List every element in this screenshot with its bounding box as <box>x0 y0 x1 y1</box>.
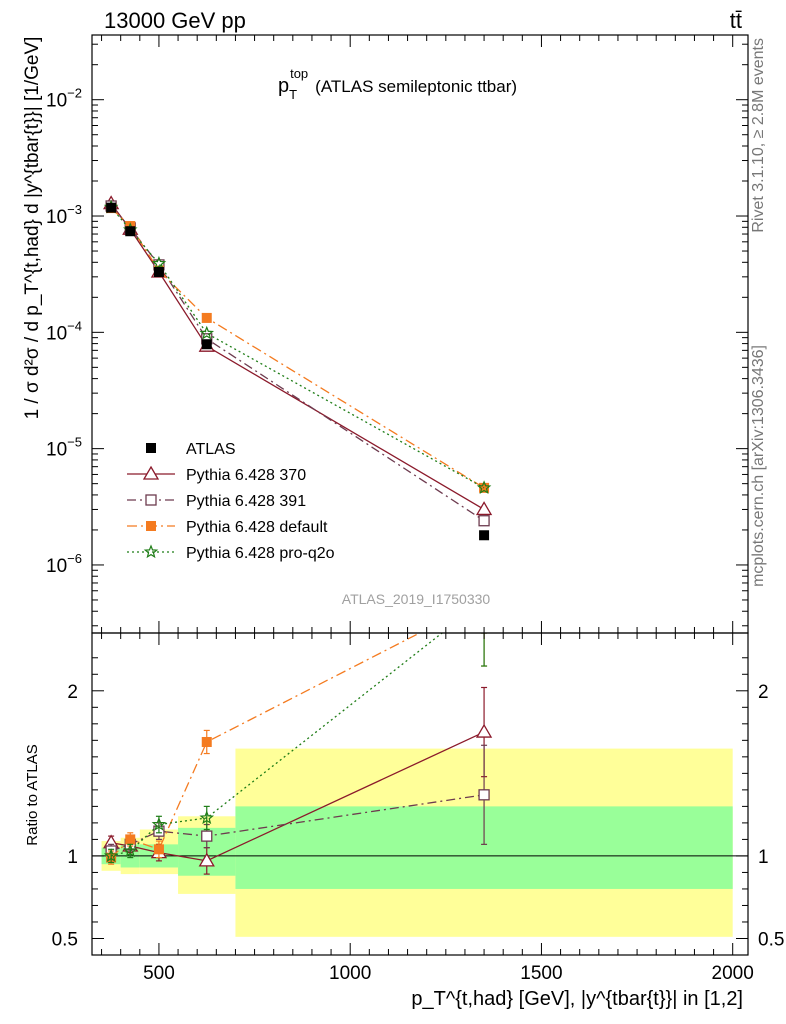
legend-label-pythia-6-428-370: Pythia 6.428 370 <box>186 467 306 484</box>
y-tick-label: 10−4 <box>46 318 82 344</box>
data-point-atlas <box>479 530 490 541</box>
header-right-label: tt̄ <box>730 8 742 33</box>
series-line-pythia-6-428-default <box>110 207 485 489</box>
ratio-tick-label-right: 0.5 <box>758 929 784 950</box>
legend-label-pythia-6-428-pro-q2o: Pythia 6.428 pro-q2o <box>186 545 335 562</box>
x-tick-label: 2000 <box>712 963 754 984</box>
ratio-series-layer <box>102 633 493 875</box>
header-left-label: 13000 GeV pp <box>104 8 246 33</box>
ratio-point-pythia-6-428-default <box>153 844 164 855</box>
series-line-pythia-6-428-391 <box>110 205 485 522</box>
rivet-version-label: Rivet 3.1.10, ≥ 2.8M events <box>750 38 767 233</box>
ratio-point-pythia-6-428-default <box>201 736 212 747</box>
ratio-point-pythia-6-428-391 <box>478 789 490 801</box>
ratio-point-pythia-6-428-pro-q2o <box>122 843 138 858</box>
data-point-pythia-6-428-default <box>201 312 212 323</box>
legend: ATLAS Pythia 6.428 370 Pythia 6.428 391 Pyt… <box>127 441 335 562</box>
series-line-pythia-6-428-pro-q2o <box>110 206 485 489</box>
data-point-pythia-6-428-pro-q2o <box>199 325 215 340</box>
main-plot-frame <box>91 34 749 634</box>
y-axis-label: 1 / σ d²σ / d p_T^{t,had} d |y^{tbar{t}}… <box>22 37 43 420</box>
ratio-y-axis-label: Ratio to ATLAS <box>24 744 41 845</box>
title-sup: top <box>290 66 308 81</box>
ratio-tick-label-right: 2 <box>758 682 769 703</box>
legend-marker-pythia-6-428-pro-q2o <box>143 544 159 559</box>
ratio-tick-label-right: 1 <box>758 847 769 868</box>
title-sub: T <box>289 87 297 102</box>
ratio-tick-label: 1 <box>67 847 78 868</box>
legend-marker-pythia-6-428-370 <box>142 465 160 480</box>
ratio-point-pythia-6-428-370 <box>475 723 493 738</box>
plot-title: pTtop (ATLAS semileptonic ttbar) <box>278 66 517 102</box>
data-point-atlas <box>153 267 164 278</box>
x-tick-label: 1500 <box>520 963 562 984</box>
legend-label-pythia-6-428-391: Pythia 6.428 391 <box>186 493 306 510</box>
ratio-uncertainty-bands <box>101 748 733 937</box>
title-main: p <box>278 75 289 97</box>
mcplots-label: mcplots.cern.ch [arXiv:1306.3436] <box>750 345 767 587</box>
data-point-atlas <box>201 339 212 350</box>
legend-marker-pythia-6-428-391 <box>145 494 157 506</box>
x-tick-label: 1000 <box>329 963 371 984</box>
ratio-point-pythia-6-428-pro-q2o <box>199 810 215 825</box>
data-point-pythia-6-428-pro-q2o <box>476 480 492 495</box>
ratio-point-pythia-6-428-default <box>125 834 136 845</box>
ratio-point-pythia-6-428-pro-q2o <box>151 816 167 831</box>
data-point-atlas <box>125 226 136 237</box>
axis-ticks: 500 1000 1500 2000 10−6 10−5 10−4 10−3 10−2 0.5 0.… <box>46 35 784 984</box>
legend-label-atlas: ATLAS <box>186 441 236 458</box>
legend-label-pythia-6-428-default: Pythia 6.428 default <box>186 519 328 536</box>
ratio-point-pythia-6-428-pro-q2o <box>103 848 119 863</box>
ratio-point-pythia-6-428-370 <box>198 852 215 867</box>
y-tick-label: 10−2 <box>46 86 82 112</box>
data-point-atlas <box>106 202 117 213</box>
series-line-pythia-6-428-370 <box>110 203 485 511</box>
data-point-pythia-6-428-pro-q2o <box>151 255 167 270</box>
analysis-id: ATLAS_2019_I1750330 <box>342 591 491 607</box>
ratio-tick-label: 0.5 <box>52 929 78 950</box>
y-tick-label: 10−3 <box>46 202 82 228</box>
legend-marker-atlas <box>146 443 156 453</box>
y-tick-label: 10−5 <box>46 435 82 461</box>
series-layer <box>102 195 493 541</box>
title-rest: (ATLAS semileptonic ttbar) <box>315 77 517 96</box>
ratio-tick-label: 2 <box>67 682 78 703</box>
ratio-plot-frame <box>91 632 749 956</box>
data-point-pythia-6-428-391 <box>478 515 490 527</box>
legend-marker-pythia-6-428-default <box>146 521 156 531</box>
data-point-pythia-6-428-default <box>125 221 136 232</box>
data-point-pythia-6-428-370 <box>475 501 493 516</box>
x-tick-label: 500 <box>143 963 175 984</box>
ratio-point-pythia-6-428-391 <box>201 830 213 842</box>
x-axis-label: p_T^{t,had} [GeV], |y^{tbar{t}}| in [1,2… <box>411 988 743 1010</box>
y-tick-label: 10−6 <box>46 551 82 577</box>
